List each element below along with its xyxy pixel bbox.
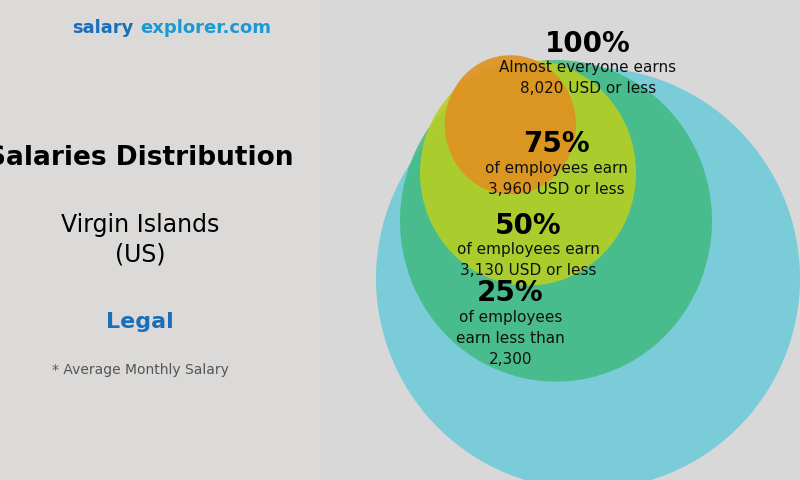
Text: of employees earn
3,960 USD or less: of employees earn 3,960 USD or less (485, 161, 627, 197)
Text: Almost everyone earns
8,020 USD or less: Almost everyone earns 8,020 USD or less (499, 60, 677, 96)
Text: salary: salary (72, 19, 134, 37)
Bar (0, 0, 320, 480)
Text: of employees
earn less than
2,300: of employees earn less than 2,300 (456, 310, 565, 367)
Text: of employees earn
3,130 USD or less: of employees earn 3,130 USD or less (457, 242, 599, 278)
Text: 100%: 100% (545, 30, 631, 58)
Text: * Average Monthly Salary: * Average Monthly Salary (51, 362, 229, 377)
Text: 75%: 75% (522, 131, 590, 158)
Text: 50%: 50% (494, 212, 562, 240)
Ellipse shape (445, 55, 576, 194)
Text: Legal: Legal (106, 312, 174, 332)
Ellipse shape (376, 67, 800, 480)
Ellipse shape (400, 60, 712, 382)
Text: Salaries Distribution: Salaries Distribution (0, 145, 294, 171)
Text: Virgin Islands
(US): Virgin Islands (US) (61, 213, 219, 267)
Text: 25%: 25% (477, 279, 544, 307)
Text: explorer.com: explorer.com (140, 19, 271, 37)
Ellipse shape (420, 60, 636, 286)
